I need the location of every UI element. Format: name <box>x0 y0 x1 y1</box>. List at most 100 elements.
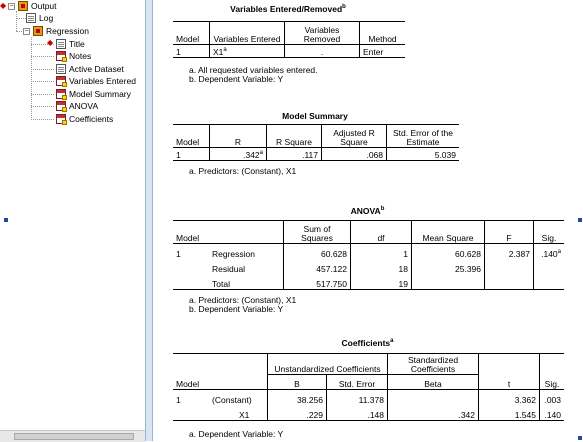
row-label: X1 <box>209 404 268 420</box>
cell-beta: .342 <box>387 404 479 420</box>
selected-arrow-icon: ◆ <box>47 38 54 47</box>
anova-table: Model Sum of Squares df Mean Square F Si… <box>173 220 564 290</box>
book-icon <box>18 1 28 11</box>
cell-ss: 457.122 <box>283 259 351 274</box>
dataset-icon <box>56 64 66 74</box>
table-icon <box>56 76 67 87</box>
header-variables-removed: Variables Removed <box>284 21 360 45</box>
header-method: Method <box>368 34 397 44</box>
header-unstandardized: Unstandardized Coefficients <box>267 353 388 375</box>
cell-b: .229 <box>267 404 327 420</box>
cell-se: .148 <box>326 404 388 420</box>
tree-label: ANOVA <box>69 101 99 111</box>
table-icon <box>56 101 67 112</box>
resize-handle[interactable] <box>578 436 582 440</box>
tree-item-notes[interactable]: Notes <box>56 50 91 62</box>
cell-r: .342a <box>209 147 267 161</box>
cell-t: 3.362 <box>478 389 540 405</box>
pane-divider[interactable] <box>145 0 153 441</box>
footnote: b. Dependent Variable: Y <box>189 74 284 84</box>
row-label: (Constant) <box>209 389 268 405</box>
tree-item-output[interactable]: Output <box>18 0 57 12</box>
tree-item-title[interactable]: Title <box>56 38 85 50</box>
header-sig: Sig. <box>541 233 557 243</box>
resize-handle[interactable] <box>4 218 8 222</box>
title-icon <box>56 39 66 49</box>
tree-label: Title <box>69 39 85 49</box>
cell-removed: . <box>284 44 360 58</box>
scrollbar-thumb[interactable] <box>14 433 134 440</box>
collapse-regression-icon[interactable]: − <box>23 28 30 35</box>
cell-sig <box>534 274 565 290</box>
cell-entered: X1a <box>209 44 285 58</box>
table-icon <box>56 89 67 100</box>
header-std-error: Std. Error <box>326 374 388 389</box>
header-df: df <box>350 220 412 244</box>
table-icon <box>56 51 67 62</box>
footnote: a. Predictors: (Constant), X1 <box>189 295 297 305</box>
cell-model: 1 <box>173 44 210 58</box>
header-t: t <box>478 374 540 389</box>
header-b: B <box>267 374 327 389</box>
cell-se: 11.378 <box>326 389 388 405</box>
footnote: a. Predictors: (Constant), X1 <box>189 166 297 176</box>
cell-t: 1.545 <box>478 404 540 420</box>
row-label: Total <box>209 274 284 290</box>
anova-title: ANOVAb <box>350 206 385 216</box>
cell-df: 19 <box>350 274 412 290</box>
header-beta: Beta <box>387 374 479 389</box>
model-summary-title: Model Summary <box>282 111 348 121</box>
tree-label: Coefficients <box>69 114 114 124</box>
header-sum-of-squares: Sum of Squares <box>283 220 351 244</box>
cell-adj-r-square: .068 <box>321 147 387 161</box>
header-model: Model <box>173 124 210 148</box>
horizontal-scrollbar[interactable] <box>0 430 145 442</box>
header-model: Model <box>173 21 210 45</box>
header-adj-r-square: Adjusted R Square <box>321 124 387 148</box>
footnote: a. All requested variables entered. <box>189 65 318 75</box>
cell-sig: .140 <box>544 409 561 420</box>
tree-label: Active Dataset <box>69 64 124 74</box>
footnote: b. Dependent Variable: Y <box>189 304 284 314</box>
header-variables-entered: Variables Entered <box>209 21 285 45</box>
collapse-output-icon[interactable]: − <box>8 3 15 10</box>
cell-model: 1 <box>173 147 210 161</box>
tree-item-anova[interactable]: ANOVA <box>56 100 98 112</box>
coefficients-title: Coefficientsa <box>341 338 394 348</box>
book-icon <box>33 26 43 36</box>
tree-label: Output <box>31 1 57 11</box>
header-f: F <box>484 220 534 244</box>
cell-model: 1 <box>176 394 181 405</box>
header-r-square: R Square <box>266 124 322 148</box>
model-summary-table: Model R R Square Adjusted R Square Std. … <box>173 124 459 161</box>
tree-item-coefficients[interactable]: Coefficients <box>56 113 113 125</box>
header-model: Model <box>176 233 200 243</box>
cell-f <box>484 259 534 274</box>
cell-ms: 60.628 <box>411 243 485 259</box>
cell-beta <box>387 389 479 405</box>
tree-label: Notes <box>69 51 92 61</box>
cell-method: Enter <box>363 47 384 57</box>
variables-entered-title: Variables Entered/Removedb <box>230 4 346 14</box>
tree-item-active-dataset[interactable]: Active Dataset <box>56 63 124 75</box>
cell-ms <box>411 274 485 290</box>
header-std-error: Std. Error of the Estimate <box>393 128 453 147</box>
row-label: Regression <box>209 243 284 259</box>
tree-item-model-summary[interactable]: Model Summary <box>56 88 131 100</box>
tree-item-log[interactable]: Log <box>26 12 53 24</box>
tree-item-variables-entered[interactable]: Variables Entered <box>56 75 136 87</box>
header-model: Model <box>176 378 200 389</box>
cell-df: 18 <box>350 259 412 274</box>
tree-label: Model Summary <box>69 89 131 99</box>
cell-std-error: 5.039 <box>434 150 456 160</box>
tree-item-regression[interactable]: Regression <box>33 25 89 37</box>
resize-handle[interactable] <box>578 218 582 222</box>
row-label: Residual <box>209 259 284 274</box>
header-sig: Sig. <box>544 378 560 389</box>
outline-pane[interactable]: ◆ − Output Log − Regression ◆ Title Note… <box>0 0 145 441</box>
header-standardized: Standardized Coefficients <box>387 353 479 375</box>
cell-sig <box>534 259 565 274</box>
cell-sig: .140a <box>541 249 561 259</box>
cell-ss: 517.750 <box>283 274 351 290</box>
cell-b: 38.256 <box>267 389 327 405</box>
